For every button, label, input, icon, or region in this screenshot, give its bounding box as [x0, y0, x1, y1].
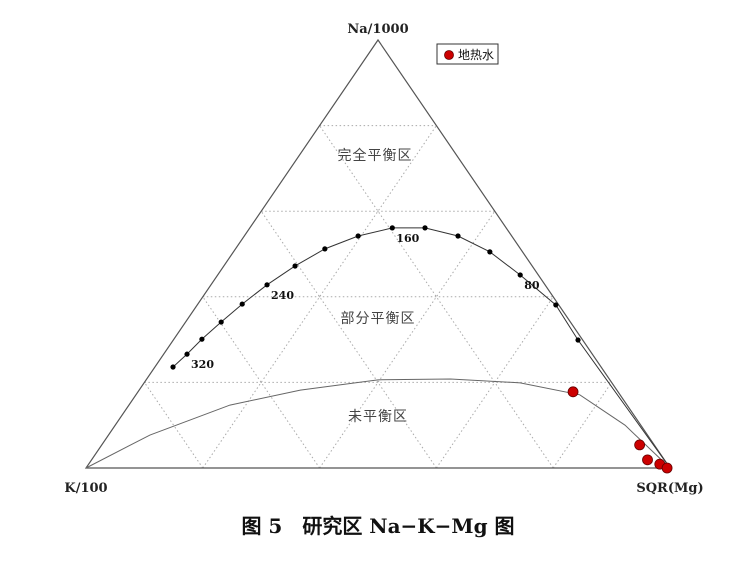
isotherm-point — [322, 246, 328, 252]
legend-box — [436, 43, 499, 65]
grid-line — [319, 125, 554, 469]
geothermal-water-point — [567, 386, 579, 398]
grid-line — [143, 382, 204, 469]
region-label: 完全平衡区 — [338, 147, 413, 164]
ternary-frame — [84, 38, 672, 469]
geothermal-water-point — [634, 439, 646, 451]
isotherm-label: 320 — [191, 358, 214, 371]
isotherm-point — [455, 233, 461, 239]
isotherm-point — [218, 319, 224, 325]
isotherm-point — [264, 282, 270, 288]
immature-equilibrium-line — [85, 378, 671, 469]
region-label: 部分平衡区 — [341, 311, 416, 327]
isotherm-point — [575, 337, 581, 343]
region-label: 未平衡区 — [348, 409, 408, 425]
isotherm-point — [292, 263, 298, 269]
isotherm-label: 160 — [396, 232, 419, 245]
full-equilibrium-line — [172, 227, 671, 469]
isotherm-point — [517, 272, 523, 278]
isotherm-label: 240 — [271, 289, 294, 302]
grid-line — [435, 296, 554, 469]
legend-marker — [444, 50, 454, 60]
apex-label-top: Na/1000 — [347, 22, 408, 37]
grid-line — [202, 125, 437, 469]
isotherm-point — [355, 233, 361, 239]
isotherm-point — [199, 336, 205, 342]
isotherm-point — [184, 351, 190, 357]
isotherm-label: 80 — [524, 279, 540, 292]
grid-line — [552, 382, 613, 469]
geothermal-water-point — [642, 454, 653, 466]
isotherm-point — [487, 249, 493, 255]
apex-label-right: SQR(Mg) — [636, 481, 703, 496]
isotherm-point — [170, 364, 176, 370]
apex-label-left: K/100 — [64, 481, 107, 496]
grid-line — [202, 296, 321, 469]
geothermal-water-point — [661, 462, 673, 474]
isotherm-point — [553, 302, 559, 308]
figure-caption: 图 5 研究区 Na−K−Mg 图 — [241, 514, 515, 538]
grid-line — [260, 210, 437, 469]
grid-line — [319, 210, 496, 469]
isotherm-point — [422, 225, 428, 231]
legend-label: 地热水 — [458, 48, 494, 62]
isotherm-point — [389, 225, 395, 231]
isotherm-point — [239, 301, 245, 307]
